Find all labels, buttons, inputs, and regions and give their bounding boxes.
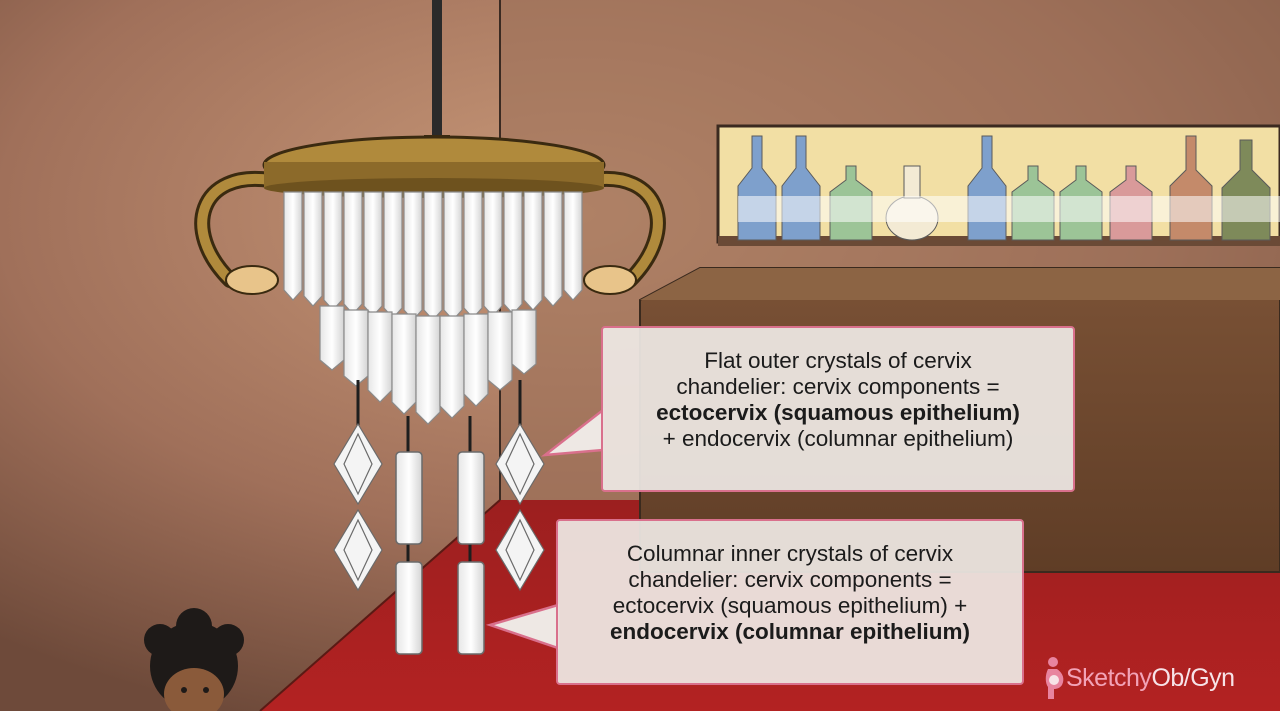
callout-inner-crystals: Columnar inner crystals of cervix chande… bbox=[556, 519, 1024, 685]
callout-2-line-2: chandelier: cervix components = bbox=[628, 567, 952, 592]
outer-crystals bbox=[283, 191, 583, 321]
brand-logo: Sketchy Ob/Gyn bbox=[1040, 656, 1235, 700]
character-head bbox=[144, 608, 244, 711]
bottles bbox=[737, 135, 1280, 241]
brand-name-obgyn: Ob/Gyn bbox=[1151, 663, 1235, 692]
callout-1-line-1: Flat outer crystals of cervix bbox=[704, 348, 972, 373]
callout-2-line-4: endocervix (columnar epithelium) bbox=[609, 619, 971, 644]
pregnant-figure-icon bbox=[1045, 657, 1064, 699]
callout-1-line-3: ectocervix (squamous epithelium) bbox=[656, 400, 1020, 425]
callout-2-line-1: Columnar inner crystals of cervix bbox=[626, 541, 954, 566]
callout-1-line-2: chandelier: cervix components = bbox=[676, 374, 1000, 399]
diamond-crystals bbox=[333, 422, 545, 592]
brand-name-sketchy: Sketchy bbox=[1066, 663, 1152, 692]
columnar-crystals bbox=[395, 451, 485, 655]
callout-outer-crystals: Flat outer crystals of cervix chandelier… bbox=[601, 326, 1075, 492]
inner-crystals bbox=[319, 305, 537, 425]
callout-2-line-3: ectocervix (squamous epithelium) + bbox=[612, 593, 968, 618]
callout-1-line-4: + endocervix (columnar epithelium) bbox=[662, 426, 1014, 451]
